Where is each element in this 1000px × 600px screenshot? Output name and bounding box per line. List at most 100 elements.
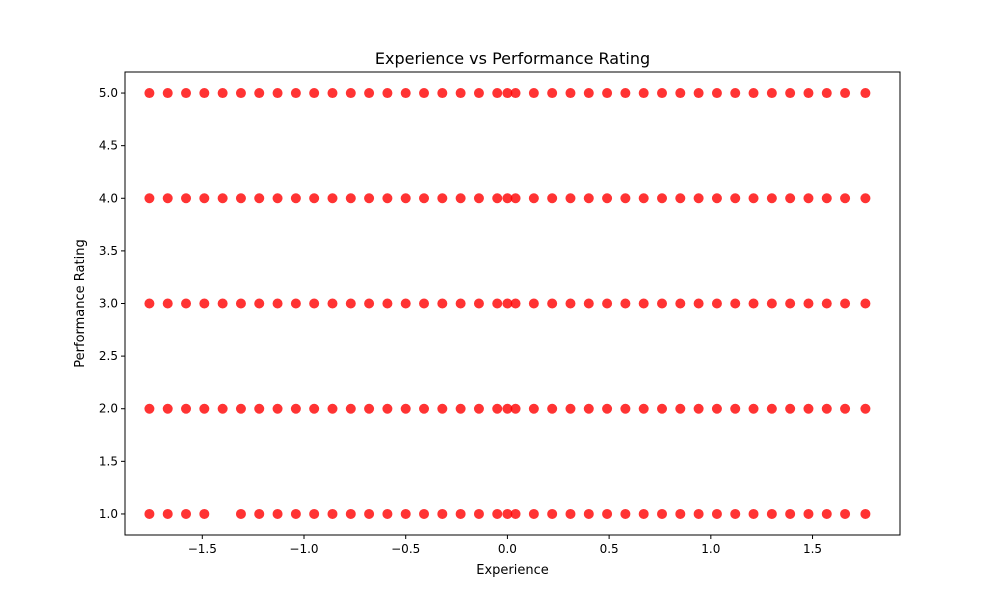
data-point (492, 403, 503, 414)
data-point (803, 298, 814, 309)
data-point (693, 298, 704, 309)
data-point (290, 508, 301, 519)
data-point (675, 298, 686, 309)
data-point (235, 298, 246, 309)
data-point (583, 298, 594, 309)
data-point (657, 298, 668, 309)
data-point (730, 508, 741, 519)
data-point (840, 403, 851, 414)
data-point (254, 403, 265, 414)
data-point (327, 508, 338, 519)
data-point (638, 508, 649, 519)
y-tick-label: 2.0 (99, 402, 118, 416)
data-point (565, 193, 576, 204)
x-tick-label: 0.0 (498, 542, 517, 556)
data-point (235, 193, 246, 204)
data-point (419, 88, 430, 99)
data-point (309, 403, 320, 414)
data-point (730, 88, 741, 99)
data-points (144, 88, 871, 519)
data-point (510, 298, 521, 309)
data-point (235, 508, 246, 519)
data-point (785, 403, 796, 414)
data-point (162, 298, 173, 309)
data-point (510, 88, 521, 99)
data-point (821, 193, 832, 204)
data-point (528, 298, 539, 309)
data-point (199, 193, 210, 204)
data-point (272, 193, 283, 204)
data-point (217, 298, 228, 309)
data-point (199, 88, 210, 99)
data-point (144, 403, 155, 414)
data-point (400, 403, 411, 414)
data-point (199, 403, 210, 414)
data-point (181, 508, 192, 519)
data-point (766, 298, 777, 309)
data-point (693, 403, 704, 414)
data-point (364, 298, 375, 309)
data-point (693, 88, 704, 99)
y-axis-ticks: 1.0 1.5 2.0 2.5 3.0 3.5 4.0 4.5 5.0 (99, 86, 125, 521)
data-point (473, 403, 484, 414)
data-point (272, 298, 283, 309)
data-point (711, 88, 722, 99)
data-point (711, 508, 722, 519)
data-point (730, 193, 741, 204)
data-point (748, 88, 759, 99)
data-point (382, 88, 393, 99)
data-point (766, 403, 777, 414)
data-point (803, 403, 814, 414)
data-point (254, 193, 265, 204)
x-tick-label: 1.5 (803, 542, 822, 556)
data-point (345, 403, 356, 414)
data-point (400, 88, 411, 99)
data-point (309, 508, 320, 519)
data-point (547, 88, 558, 99)
data-point (290, 88, 301, 99)
data-point (492, 88, 503, 99)
data-point (502, 88, 513, 99)
data-point (860, 298, 871, 309)
data-point (419, 193, 430, 204)
data-point (766, 88, 777, 99)
data-point (840, 508, 851, 519)
data-point (730, 403, 741, 414)
data-point (144, 508, 155, 519)
data-point (565, 508, 576, 519)
data-point (144, 88, 155, 99)
data-point (455, 298, 466, 309)
data-point (419, 508, 430, 519)
data-point (437, 298, 448, 309)
y-tick-label: 1.5 (99, 454, 118, 468)
data-point (583, 88, 594, 99)
data-point (235, 403, 246, 414)
data-point (217, 193, 228, 204)
data-point (235, 88, 246, 99)
data-point (821, 88, 832, 99)
data-point (309, 193, 320, 204)
data-point (254, 508, 265, 519)
data-point (510, 403, 521, 414)
data-point (473, 88, 484, 99)
data-point (860, 508, 871, 519)
data-point (748, 508, 759, 519)
data-point (547, 193, 558, 204)
data-point (711, 193, 722, 204)
data-point (547, 508, 558, 519)
data-point (803, 193, 814, 204)
data-point (290, 193, 301, 204)
data-point (473, 508, 484, 519)
data-point (748, 193, 759, 204)
data-point (620, 508, 631, 519)
data-point (290, 298, 301, 309)
data-point (510, 508, 521, 519)
data-point (766, 193, 777, 204)
data-point (528, 403, 539, 414)
data-point (327, 403, 338, 414)
data-point (400, 298, 411, 309)
data-point (345, 88, 356, 99)
data-point (502, 508, 513, 519)
y-tick-label: 3.5 (99, 244, 118, 258)
